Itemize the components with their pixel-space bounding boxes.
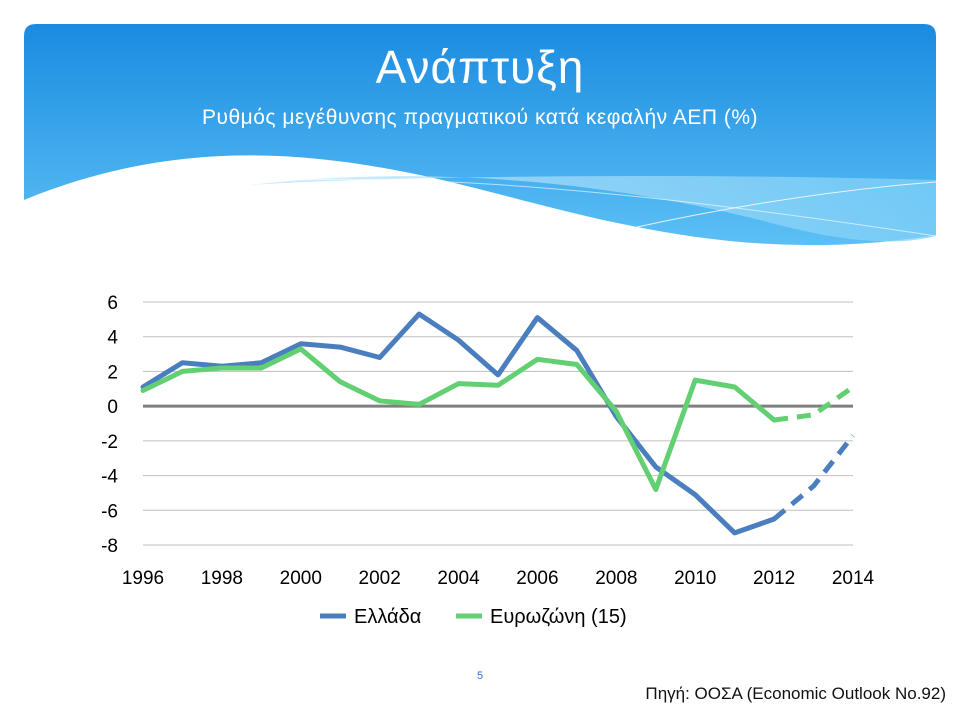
series-line-eurozone <box>140 346 777 492</box>
banner-wave <box>250 175 936 242</box>
slide-subtitle: Ρυθμός μεγέθυνσης πραγματικού κατά κεφαλ… <box>201 106 758 129</box>
y-tick-label: -8 <box>101 536 118 557</box>
y-tick-label: -6 <box>101 501 118 522</box>
x-tick-label: 2002 <box>359 568 401 589</box>
x-tick-label: 2000 <box>280 568 322 589</box>
x-tick-label: 2006 <box>516 568 558 589</box>
source-note: Πηγή: ΟΟΣΑ (Economic Outlook No.92) <box>645 684 946 703</box>
y-tick-label: -2 <box>101 432 118 453</box>
y-axis-tick-labels: 6 4 2 0 -2 -4 -6 -8 <box>101 293 118 557</box>
page-number: 5 <box>476 670 484 682</box>
x-tick-label: 2010 <box>674 568 716 589</box>
chart-gridlines <box>143 301 853 546</box>
chart-legend: Ελλάδα Ευρωζώνη (15) <box>320 606 627 628</box>
slide-title: Ανάπτυξη <box>375 41 585 93</box>
y-tick-label: 4 <box>107 328 118 349</box>
x-tick-label: 1996 <box>122 568 164 589</box>
y-tick-label: 0 <box>107 397 118 418</box>
series-line-greece <box>140 311 777 536</box>
x-tick-label: 2014 <box>832 568 875 589</box>
x-tick-label: 2008 <box>595 568 637 589</box>
banner-wave-line-2 <box>299 178 937 237</box>
chart-series <box>140 311 855 536</box>
legend-label: Ελλάδα <box>354 606 421 628</box>
x-tick-label: 2004 <box>437 568 480 589</box>
slide-banner <box>24 24 937 246</box>
series-projection-greece <box>772 434 855 521</box>
x-tick-label: 1998 <box>201 568 243 589</box>
legend-label: Ευρωζώνη (15) <box>490 606 627 628</box>
series-projection-eurozone <box>773 384 855 423</box>
y-tick-label: 6 <box>107 293 118 314</box>
banner-wave-line <box>559 181 937 246</box>
x-tick-label: 2012 <box>753 568 795 589</box>
y-tick-label: -4 <box>101 467 118 488</box>
y-tick-label: 2 <box>107 362 118 383</box>
x-axis-tick-labels: 1996 1998 2000 2002 2004 2006 2008 2010 2012 2014 <box>122 568 875 589</box>
